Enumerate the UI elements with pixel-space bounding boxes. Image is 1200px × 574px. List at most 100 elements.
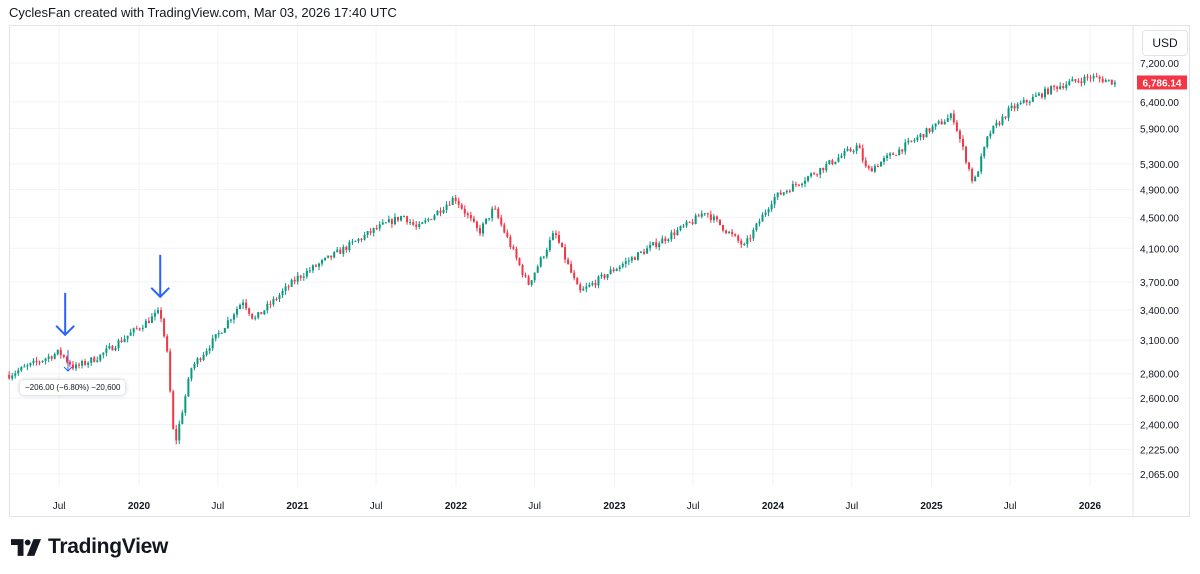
candle-body (527, 276, 530, 285)
candle-body (588, 284, 591, 287)
grid (10, 26, 1133, 486)
candle-body (974, 176, 977, 182)
candle-body (627, 260, 630, 262)
candle-body (585, 286, 588, 289)
candle-body (339, 249, 342, 254)
candle-body (403, 216, 406, 218)
arrow-head-icon (55, 325, 75, 337)
candle-body (187, 378, 190, 397)
candle-body (193, 363, 196, 369)
candle-body (311, 265, 314, 271)
candle-body (703, 213, 706, 215)
candle-body (697, 215, 700, 217)
candle-body (573, 272, 576, 279)
candle-body (321, 260, 324, 264)
candle-body (226, 320, 229, 329)
candle-body (782, 192, 785, 195)
candle-body (87, 362, 90, 365)
candle-body (318, 263, 321, 267)
candle-body (712, 216, 715, 221)
candle-body (178, 423, 181, 441)
last-price-label: 6,786.14 (1143, 78, 1182, 89)
currency-button[interactable]: USD (1142, 30, 1188, 56)
candle-body (606, 274, 609, 278)
candle-body (658, 243, 661, 248)
candle-body (436, 210, 439, 216)
candle-body (879, 161, 882, 167)
time-tick-label: Jul (1004, 501, 1017, 512)
candle-body (1083, 76, 1086, 83)
candle-body (980, 156, 983, 172)
candle-body (810, 173, 813, 177)
candle-body (366, 231, 369, 236)
candle-body (652, 242, 655, 246)
candle-body (749, 238, 752, 240)
candle-body (351, 241, 354, 243)
candle-body (157, 310, 160, 313)
candle-body (360, 238, 363, 240)
candle-body (257, 312, 260, 318)
candle-body (1004, 116, 1007, 118)
candle-body (287, 286, 290, 288)
candle-body (831, 160, 834, 164)
chart-attribution: CyclesFan created with TradingView.com, … (9, 5, 397, 20)
candle-body (497, 208, 500, 218)
candle-body (214, 334, 217, 339)
candle-body (418, 223, 421, 227)
candle-body (400, 216, 403, 221)
time-tick-label: 2025 (920, 501, 943, 512)
candle-body (1016, 104, 1019, 109)
candle-body (965, 146, 968, 163)
candle-body (372, 228, 375, 233)
time-tick-label: Jul (211, 501, 224, 512)
candle-body (354, 240, 357, 242)
candle-body (612, 269, 615, 271)
candle-body (348, 242, 351, 250)
price-tick-label: 4,900.00 (1140, 186, 1179, 197)
candle-body (764, 212, 767, 215)
candle-body (199, 358, 202, 360)
candle-body (761, 214, 764, 222)
candle-body (74, 364, 77, 369)
candle-body (800, 183, 803, 185)
candle-body (184, 396, 187, 413)
candle-body (773, 197, 776, 205)
candle-body (53, 354, 56, 359)
logo-text: TradingView (48, 535, 169, 558)
candle-body (305, 270, 308, 277)
candle-body (691, 222, 694, 224)
candle-body (597, 276, 600, 286)
candle-body (263, 310, 266, 315)
candle-body (117, 340, 120, 349)
candle-body (448, 204, 451, 206)
candle-body (1092, 76, 1095, 79)
candle-body (1025, 100, 1028, 103)
candle-body (551, 233, 554, 241)
candle-body (220, 332, 223, 334)
candle-body (743, 244, 746, 246)
candle-body (931, 126, 934, 132)
price-tick-label: 2,400.00 (1140, 420, 1179, 431)
time-tick-label: Jul (845, 501, 858, 512)
candle-body (254, 317, 257, 319)
candle-body (940, 121, 943, 125)
candle-body (50, 356, 53, 359)
candle-body (433, 215, 436, 220)
candle-body (445, 204, 448, 210)
candle-body (472, 218, 475, 222)
candle-body (737, 235, 740, 241)
candle-body (639, 251, 642, 253)
candle-body (977, 171, 980, 177)
candle-body (1056, 86, 1059, 89)
candle-body (533, 272, 536, 281)
candle-body (557, 235, 560, 243)
candle-body (873, 165, 876, 172)
time-tick-label: 2021 (286, 501, 309, 512)
candle-body (175, 428, 178, 441)
candle-body (120, 340, 123, 342)
measure-arrow-head-icon (63, 366, 73, 372)
candle-body (378, 224, 381, 229)
candle-body (515, 248, 518, 259)
candle-body (108, 346, 111, 349)
